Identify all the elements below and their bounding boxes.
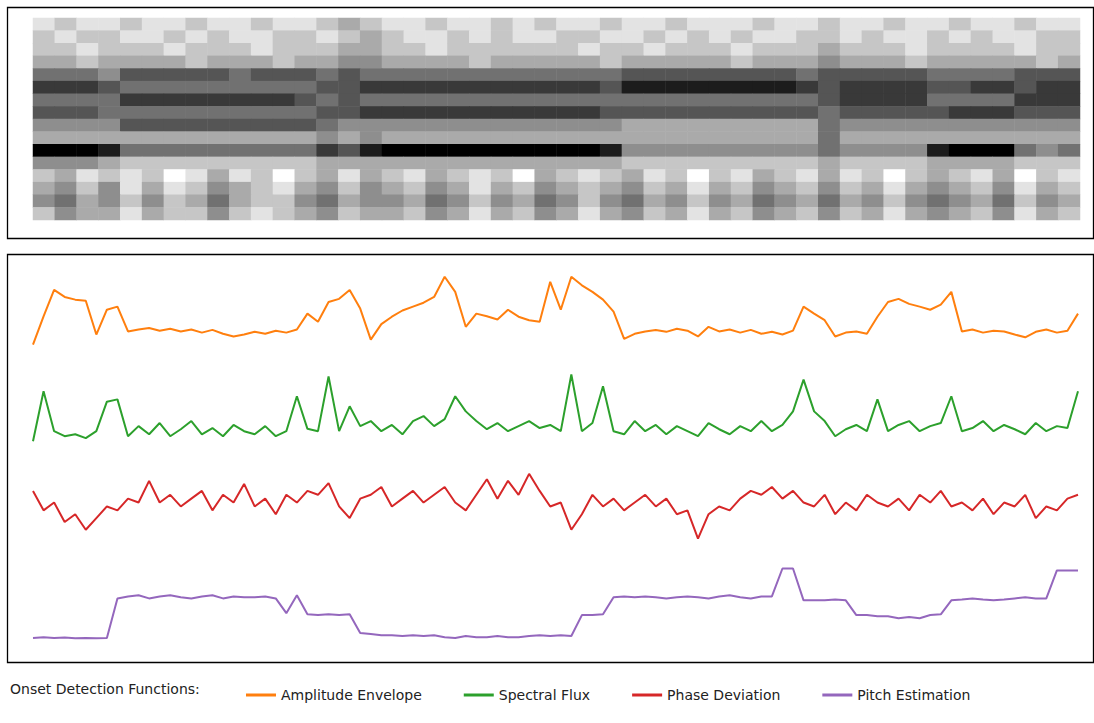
svg-text:Spectral Flux: Spectral Flux (499, 687, 590, 703)
svg-text:Amplitude Envelope: Amplitude Envelope (281, 687, 422, 703)
svg-text:Onset Detection Functions:: Onset Detection Functions: (10, 681, 200, 697)
svg-text:Phase Deviation: Phase Deviation (667, 687, 780, 703)
svg-text:Pitch Estimation: Pitch Estimation (857, 687, 970, 703)
